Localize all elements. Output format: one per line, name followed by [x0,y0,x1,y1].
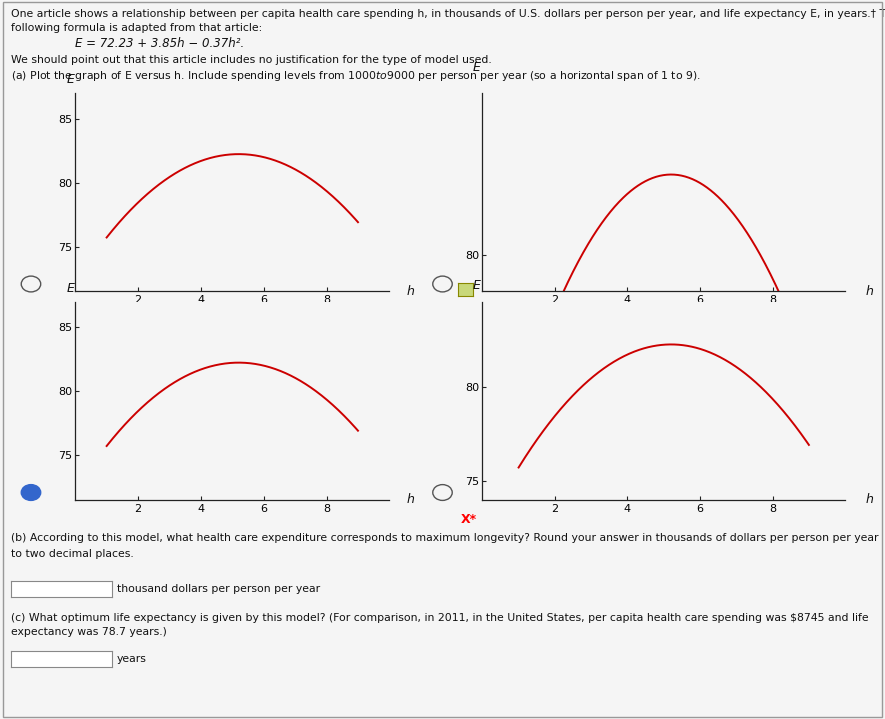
Text: h: h [407,493,414,506]
Text: years: years [117,654,147,664]
Text: thousand dollars per person per year: thousand dollars per person per year [117,584,320,594]
Text: expectancy was 78.7 years.): expectancy was 78.7 years.) [11,627,166,637]
Text: h: h [866,285,873,298]
Text: (a) Plot the graph of E versus h. Include spending levels from $1000 to $9000 pe: (a) Plot the graph of E versus h. Includ… [11,69,700,83]
Text: h: h [407,285,414,298]
Text: (c) What optimum life expectancy is given by this model? (For comparison, in 201: (c) What optimum life expectancy is give… [11,613,868,623]
Text: h: h [866,493,873,506]
Text: X*: X* [461,513,477,526]
Text: following formula is adapted from that article:: following formula is adapted from that a… [11,23,262,33]
Text: E: E [473,279,481,292]
Text: (b) According to this model, what health care expenditure corresponds to maximum: (b) According to this model, what health… [11,533,878,544]
Text: E: E [66,73,74,86]
Text: E: E [473,60,481,73]
Text: E: E [66,282,74,295]
Text: E = 72.23 + 3.85h − 0.37h².: E = 72.23 + 3.85h − 0.37h². [75,37,244,50]
Text: We should point out that this article includes no justification for the type of : We should point out that this article in… [11,55,491,65]
Text: to two decimal places.: to two decimal places. [11,549,134,559]
Text: One article shows a relationship between per capita health care spending h, in t: One article shows a relationship between… [11,9,885,19]
